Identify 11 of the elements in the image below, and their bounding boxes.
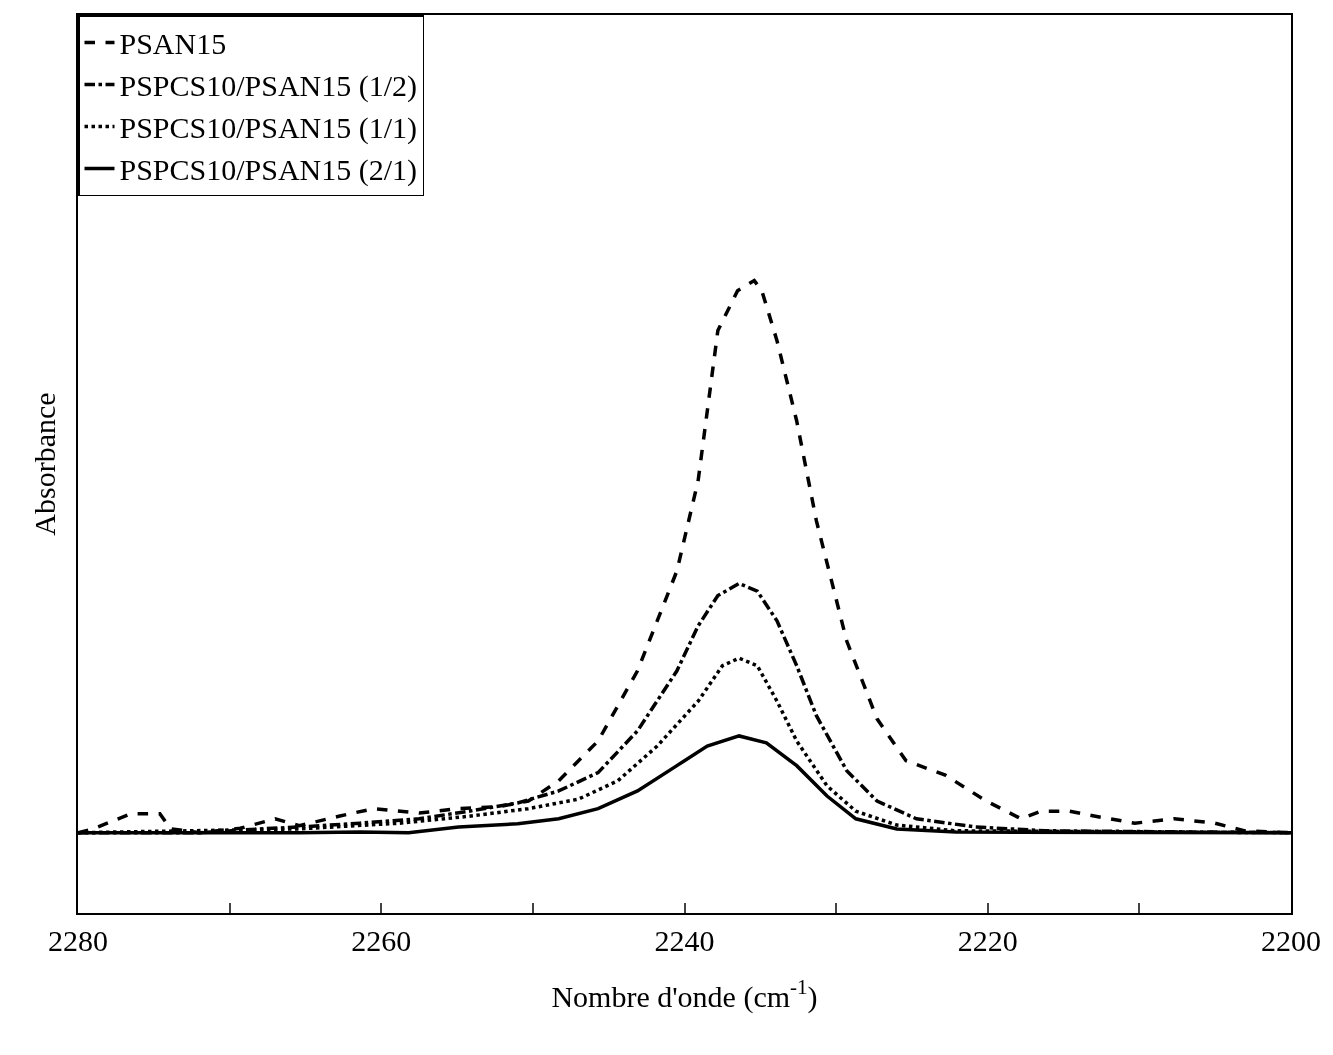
legend-label: PSPCS10/PSAN15 (1/2): [119, 69, 418, 104]
x-axis-title: Nombre d'onde (cm$^{-1}$): [551, 975, 818, 1014]
y-axis-title: Absorbance: [27, 392, 61, 536]
x-tick-label: 2200: [1261, 924, 1321, 957]
x-tick-label: 2240: [654, 924, 715, 957]
x-tick-label: 2260: [351, 924, 412, 957]
x-tick-label: 2220: [957, 924, 1018, 957]
x-tick-label: 2280: [48, 924, 108, 957]
legend-label: PSPCS10/PSAN15 (2/1): [119, 153, 418, 188]
legend-label: PSAN15: [119, 27, 227, 61]
legend-label: PSPCS10/PSAN15 (1/1): [119, 111, 418, 146]
